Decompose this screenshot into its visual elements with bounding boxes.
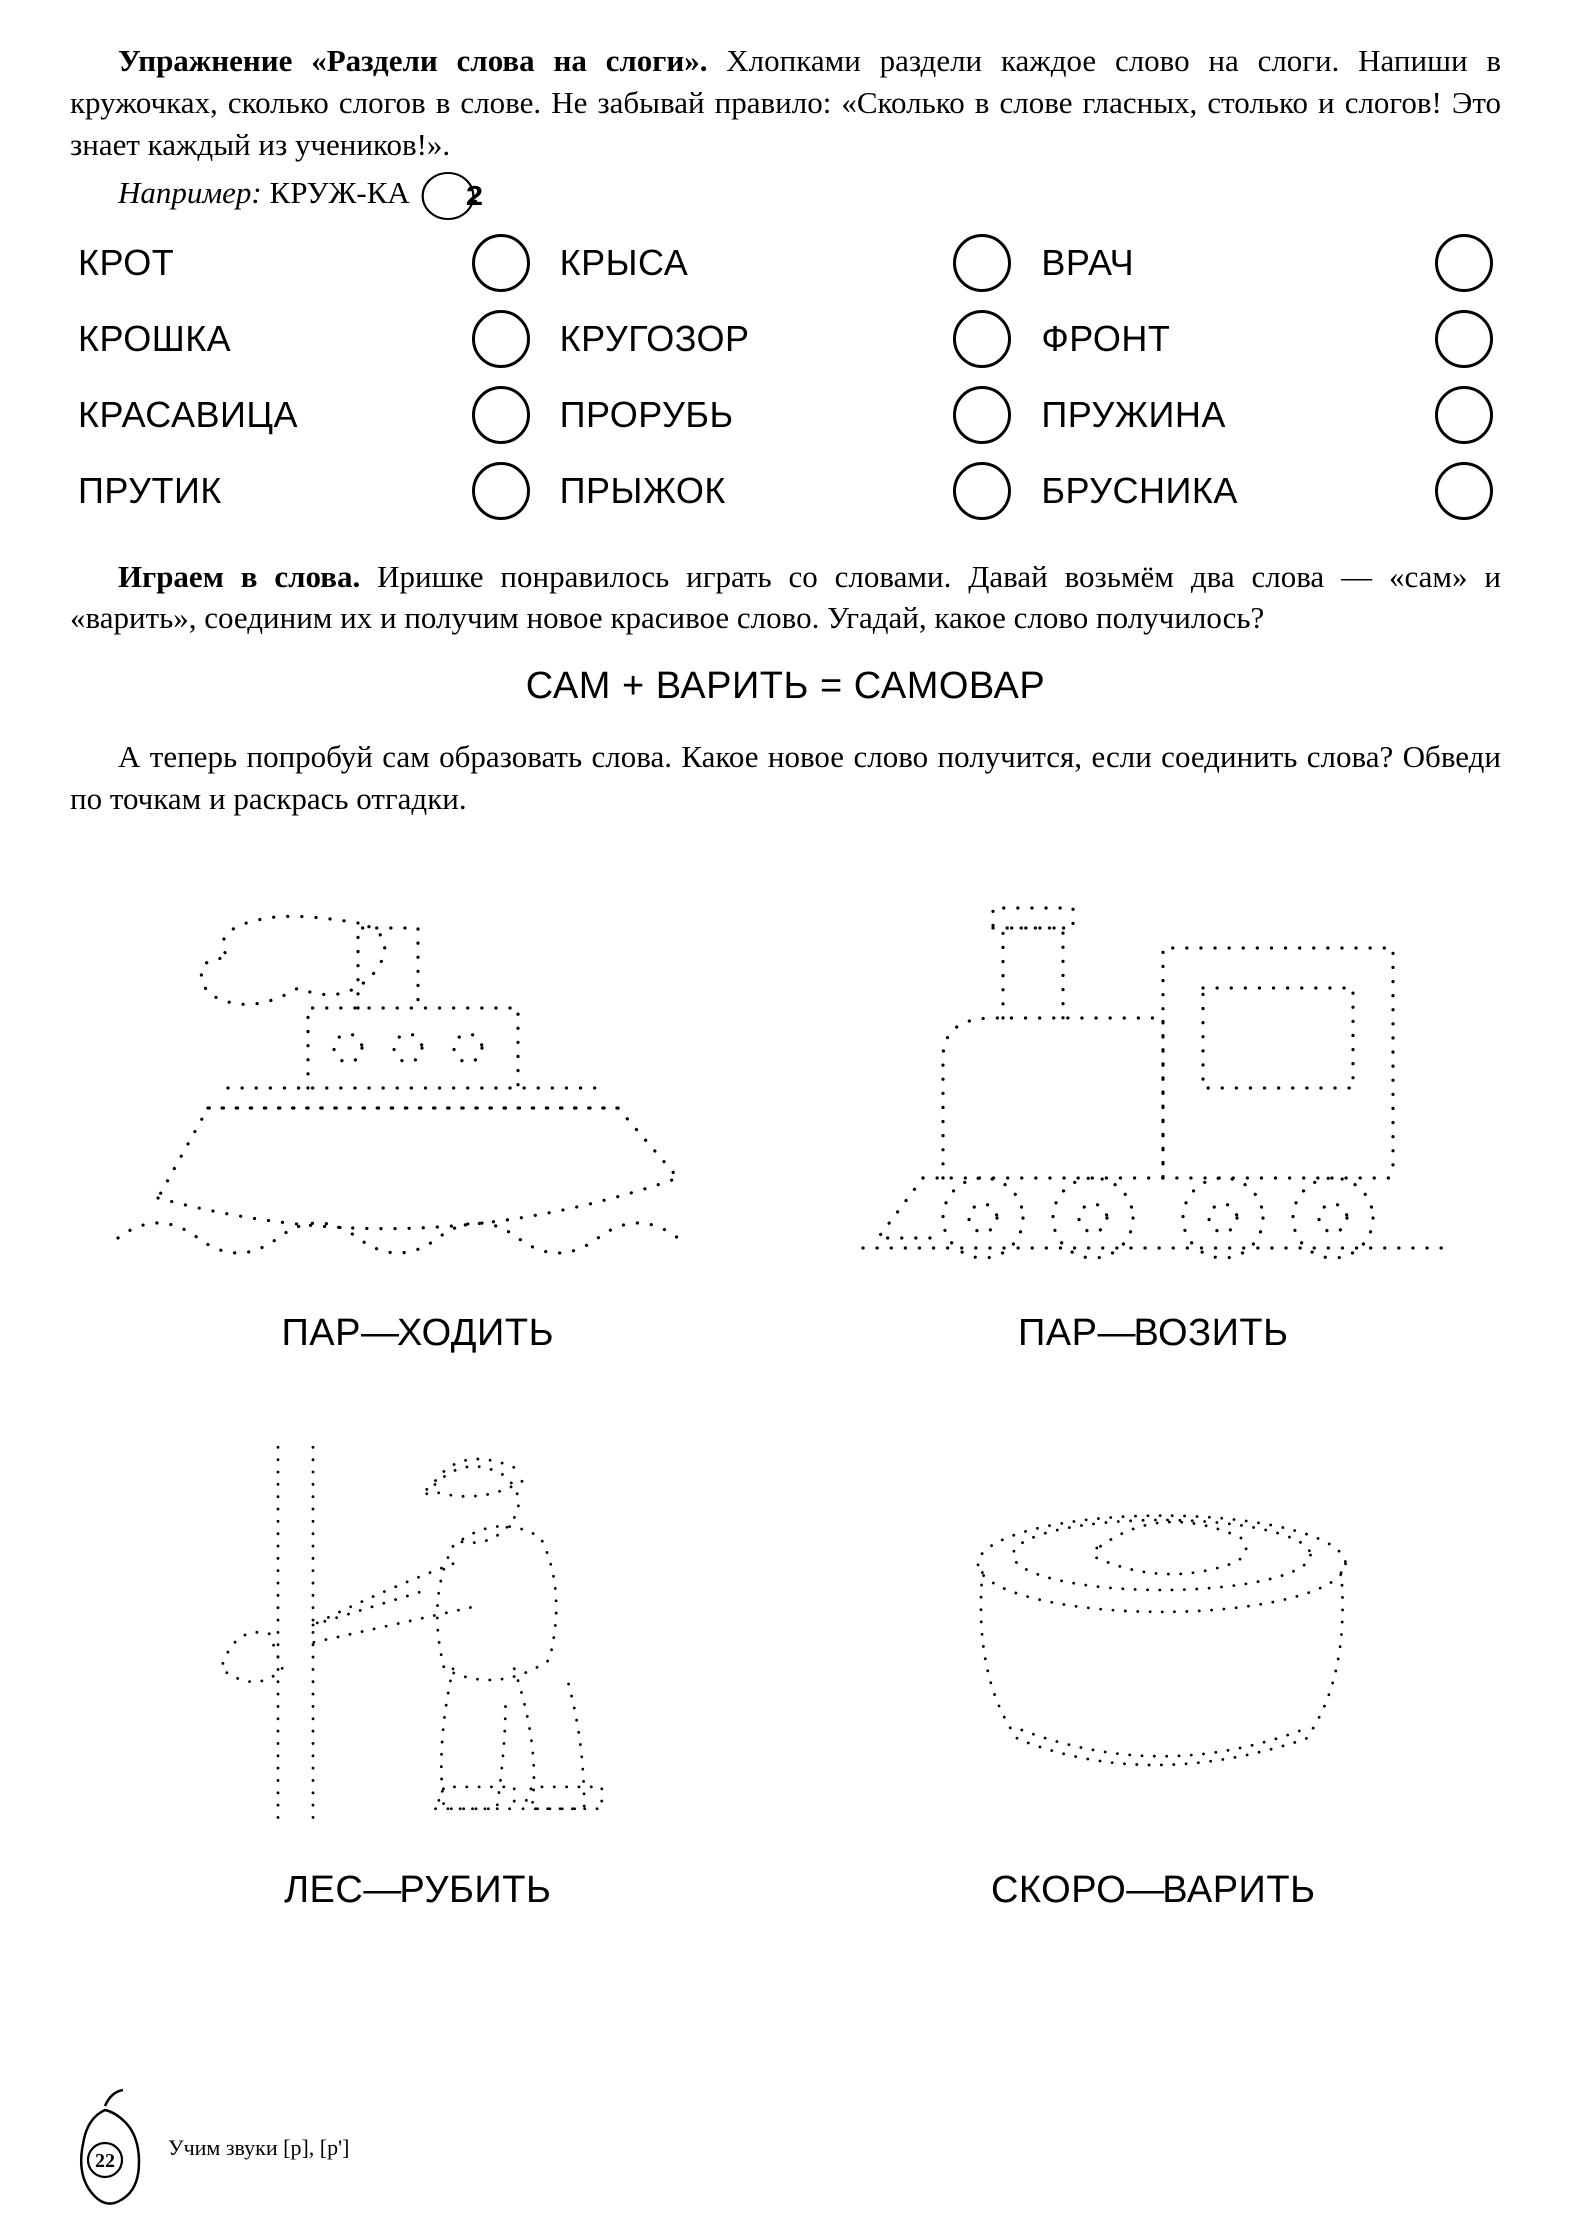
caption-left: ПАР [281,1312,361,1354]
word-cell: БРУСНИКА [1041,462,1493,520]
picture-caption: СКОРО—ВАРИТЬ [991,1869,1316,1912]
word-cell: ПРУТИК [78,462,530,520]
worksheet-page: Упражнение «Раздели слова на слоги». Хло… [0,0,1571,2238]
word-cell: КРОТ [78,234,530,292]
word-label: ПРЫЖОК [560,470,726,512]
pictures-grid: ПАР—ХОДИТЬ [80,838,1491,1912]
word-label: ПРУЖИНА [1041,394,1226,436]
dotted-drawing[interactable] [80,1395,756,1855]
word-label: КРЫСА [560,242,689,284]
caption-right: ХОДИТЬ [397,1312,554,1354]
answer-circle[interactable] [472,310,530,368]
exercise2-intro: Играем в слова. Иришке понравилось играт… [70,556,1501,640]
word-cell: КРУГОЗОР [560,310,1012,368]
word-label: ПРУТИК [78,470,222,512]
picture-caption: ЛЕС—РУБИТЬ [284,1869,551,1912]
word-cell: КРОШКА [78,310,530,368]
exercise2-title: Играем в слова. [118,559,360,594]
word-label: ПРОРУБЬ [560,394,734,436]
picture-cell-lumberjack: ЛЕС—РУБИТЬ [80,1395,756,1912]
caption-right: ВОЗИТЬ [1133,1312,1288,1354]
word-label: КРАСАВИЦА [78,394,298,436]
example-line: Например: КРУЖ-КА 2. [70,172,1501,220]
word-label: КРОТ [78,242,174,284]
page-number: 22 [95,2150,115,2172]
word-cell: КРАСАВИЦА [78,386,530,444]
answer-circle[interactable] [472,462,530,520]
answer-circle[interactable] [1435,386,1493,444]
caption-left: СКОРО [991,1869,1126,1911]
answer-circle[interactable] [472,234,530,292]
picture-caption: ПАР—ХОДИТЬ [281,1312,554,1355]
dotted-drawing[interactable] [816,1395,1492,1855]
picture-cell-pan: СКОРО—ВАРИТЬ [816,1395,1492,1912]
exercise2-task: А теперь попробуй сам образовать слова. … [70,736,1501,820]
word-label: КРОШКА [78,318,231,360]
word-label: БРУСНИКА [1041,470,1238,512]
page-footer: 22 Учим звуки [р], [р'] [60,2088,349,2208]
word-cell: ВРАЧ [1041,234,1493,292]
caption-right: ВАРИТЬ [1162,1869,1315,1911]
answer-circle[interactable] [953,234,1011,292]
word-label: КРУГОЗОР [560,318,750,360]
word-cell: КРЫСА [560,234,1012,292]
dotted-drawing[interactable] [816,838,1492,1298]
pan-icon [873,1415,1433,1835]
answer-circle[interactable] [953,386,1011,444]
word-label: ВРАЧ [1041,242,1134,284]
caption-right: РУБИТЬ [399,1869,551,1911]
word-equation: САМ + ВАРИТЬ = САМОВАР [70,665,1501,708]
lumberjack-icon [138,1375,698,1875]
exercise1-intro: Упражнение «Раздели слова на слоги». Хло… [70,40,1501,166]
answer-circle[interactable] [472,386,530,444]
exercise1-title: Упражнение «Раздели слова на слоги». [118,43,707,78]
steamship-icon [98,838,738,1298]
answer-circle[interactable] [953,310,1011,368]
example-circle: 2 [421,172,474,220]
example-italic: Например: [118,175,262,210]
word-cell: ПРУЖИНА [1041,386,1493,444]
word-label: ФРОНТ [1041,318,1170,360]
footer-caption: Учим звуки [р], [р'] [168,2135,349,2161]
example-word: КРУЖ-КА [262,175,418,210]
picture-cell-locomotive: ПАР—ВОЗИТЬ [816,838,1492,1355]
picture-cell-steamship: ПАР—ХОДИТЬ [80,838,756,1355]
answer-circle[interactable] [1435,462,1493,520]
words-grid: КРОТ КРЫСА ВРАЧ КРОШКА КРУГОЗОР ФРОНТ КР… [70,234,1501,520]
picture-caption: ПАР—ВОЗИТЬ [1018,1312,1289,1355]
caption-left: ЛЕС [284,1869,363,1911]
word-cell: ПРОРУБЬ [560,386,1012,444]
answer-circle[interactable] [1435,310,1493,368]
dotted-drawing[interactable] [80,838,756,1298]
answer-circle[interactable] [953,462,1011,520]
pear-icon: 22 [60,2088,150,2208]
word-cell: ПРЫЖОК [560,462,1012,520]
locomotive-icon [833,838,1473,1298]
answer-circle[interactable] [1435,234,1493,292]
caption-left: ПАР [1018,1312,1098,1354]
word-cell: ФРОНТ [1041,310,1493,368]
